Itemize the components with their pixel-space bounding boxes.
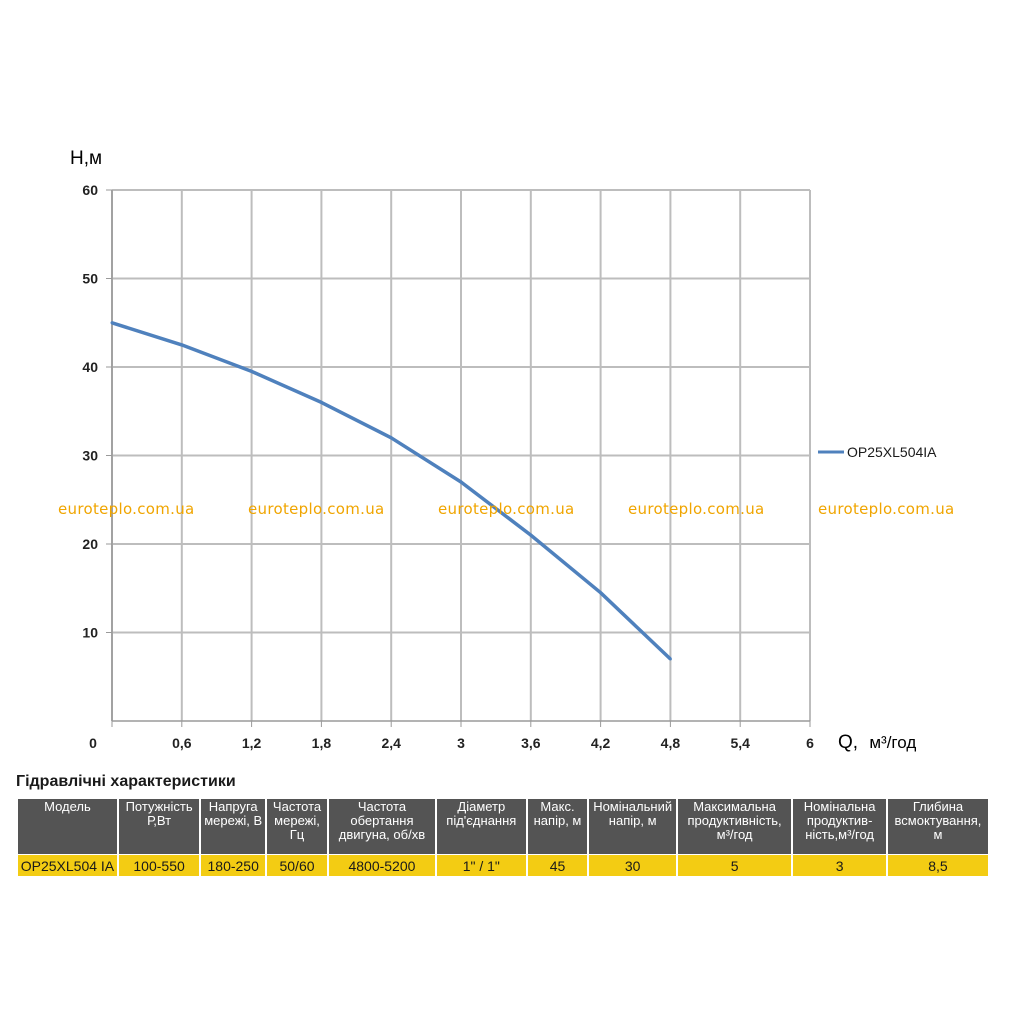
x-tick-label: 5,4 <box>730 735 750 751</box>
table-cell: OP25XL504 IA <box>18 855 117 876</box>
x-tick-label: 3,6 <box>521 735 541 751</box>
x-tick-labels: 0 0,6 1,2 1,8 2,4 3 3,6 4,2 4,8 5,4 6 <box>89 735 814 751</box>
table-header-cell: Глибина всмоктування, м <box>887 799 988 854</box>
table-cell: 180-250 <box>201 855 266 876</box>
table-row: OP25XL504 IA 100-550 180-250 50/60 4800-5200… <box>18 855 988 876</box>
table-cell: 50/60 <box>267 855 327 876</box>
legend-label: OP25XL504IA <box>847 444 937 460</box>
y-tick-label: 30 <box>82 448 98 464</box>
table-cell: 8,5 <box>887 855 988 876</box>
data-point <box>389 436 393 440</box>
data-point <box>459 480 463 484</box>
table-cell: 100-550 <box>118 855 200 876</box>
y-axis-label: H,м <box>70 148 102 169</box>
table-header-cell: Діаметр під'єднання <box>437 799 526 854</box>
table-cell: 1" / 1" <box>437 855 526 876</box>
data-point <box>668 657 672 661</box>
chart-axes <box>106 189 811 727</box>
data-point <box>599 591 603 595</box>
watermark-5: euroteplo.com.ua <box>818 500 955 518</box>
y-tick-label: 10 <box>82 625 98 641</box>
data-point <box>250 369 254 373</box>
table-header-cell: Максимальна продуктивність, м³/год <box>677 799 792 854</box>
watermark-2: euroteplo.com.ua <box>248 500 385 518</box>
x-tick-label: 1,8 <box>312 735 332 751</box>
table-cell: 30 <box>589 855 676 876</box>
table-header-cell: Напруга мережі, В <box>201 799 266 854</box>
x-tick-label: 3 <box>457 735 465 751</box>
data-point <box>180 343 184 347</box>
table-cell: 45 <box>527 855 588 876</box>
table-cell: 3 <box>793 855 886 876</box>
table-title: Гідравлічні характеристики <box>16 773 236 790</box>
table-header-cell: Номінальний напір, м <box>589 799 676 854</box>
table-header-cell: Макс. напір, м <box>527 799 588 854</box>
table-cell: 4800-5200 <box>328 855 436 876</box>
y-tick-label: 40 <box>82 359 98 375</box>
table-header-cell: Модель <box>18 799 117 854</box>
watermark-4: euroteplo.com.ua <box>628 500 765 518</box>
data-point <box>529 533 533 537</box>
table-header-cell: Частота мережі, Гц <box>267 799 327 854</box>
chart-grid <box>111 189 811 721</box>
table-header-cell: Потужність Р,Вт <box>118 799 200 854</box>
x-tick-label: 2,4 <box>381 735 401 751</box>
x-tick-label: 4,8 <box>661 735 681 751</box>
watermark-1: euroteplo.com.ua <box>58 500 195 518</box>
table-header-cell: Номінальна продуктив-ність,м³/год <box>793 799 886 854</box>
x-tick-label: 0 <box>89 735 97 751</box>
watermark-3: euroteplo.com.ua <box>438 500 575 518</box>
y-tick-labels: 10 20 30 40 50 60 <box>82 182 98 641</box>
table-header-row: Модель Потужність Р,Вт Напруга мережі, В Ча… <box>18 799 988 854</box>
pump-performance-chart: 0 0,6 1,2 1,8 2,4 3 3,6 4,2 4,8 5,4 6 10 20 30 40 50 60… <box>70 148 937 753</box>
data-point <box>110 321 114 325</box>
x-axis-label-unit: м³/год <box>869 733 916 752</box>
x-axis-label-symbol: Q, <box>838 732 858 753</box>
y-tick-label: 20 <box>82 536 98 552</box>
y-tick-label: 60 <box>82 182 98 198</box>
x-tick-label: 1,2 <box>242 735 262 751</box>
y-tick-label: 50 <box>82 271 98 287</box>
legend: OP25XL504IA <box>818 444 937 460</box>
data-point <box>319 400 323 404</box>
specs-table: Модель Потужність Р,Вт Напруга мережі, В Ча… <box>16 798 990 877</box>
table-header-cell: Частота обертання двигуна, об/хв <box>328 799 436 854</box>
x-tick-label: 0,6 <box>172 735 192 751</box>
table-cell: 5 <box>677 855 792 876</box>
series-layer <box>110 321 672 661</box>
x-tick-label: 6 <box>806 735 814 751</box>
x-axis-label: Q, м³/год <box>838 732 916 753</box>
x-tick-label: 4,2 <box>591 735 611 751</box>
